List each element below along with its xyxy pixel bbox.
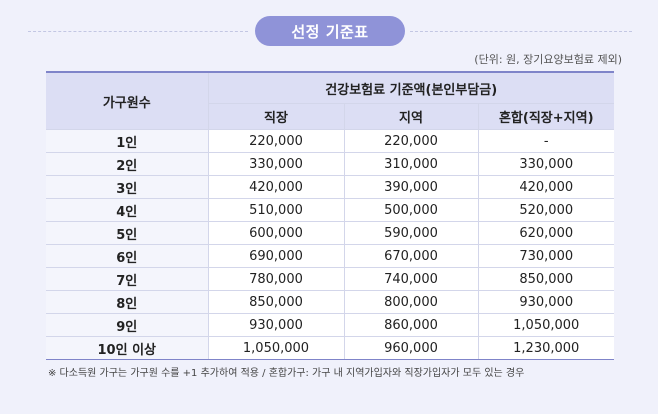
table-row: 10인 이상 1,050,000 960,000 1,230,000 — [46, 336, 614, 360]
title-divider-left — [28, 31, 248, 32]
household-size-cell: 9인 — [46, 313, 209, 337]
mixed-value-cell: 520,000 — [478, 198, 614, 222]
regional-value-cell: 590,000 — [344, 221, 479, 245]
household-size-cell: 1인 — [46, 129, 209, 153]
mixed-value-cell: 330,000 — [478, 152, 614, 176]
title-divider-right — [410, 31, 632, 32]
unit-note: (단위: 원, 장기요양보험료 제외) — [474, 53, 622, 66]
table-row: 3인 420,000 390,000 420,000 — [46, 175, 614, 199]
column-header-workplace: 직장 — [208, 103, 345, 130]
table-row: 6인 690,000 670,000 730,000 — [46, 244, 614, 268]
workplace-value-cell: 420,000 — [208, 175, 345, 199]
criteria-table: 가구원수 건강보험료 기준액(본인부담금) 직장 지역 혼합(직장+지역) 1인… — [46, 71, 614, 360]
regional-value-cell: 310,000 — [344, 152, 479, 176]
workplace-value-cell: 780,000 — [208, 267, 345, 291]
section-title-badge: 선정 기준표 — [255, 16, 405, 46]
column-header-regional: 지역 — [344, 103, 479, 130]
mixed-value-cell: 1,230,000 — [478, 336, 614, 360]
workplace-value-cell: 220,000 — [208, 129, 345, 153]
regional-value-cell: 220,000 — [344, 129, 479, 153]
mixed-value-cell: 1,050,000 — [478, 313, 614, 337]
workplace-value-cell: 1,050,000 — [208, 336, 345, 360]
workplace-value-cell: 930,000 — [208, 313, 345, 337]
table-row: 1인 220,000 220,000- — [46, 129, 614, 153]
regional-value-cell: 670,000 — [344, 244, 479, 268]
household-size-cell: 5인 — [46, 221, 209, 245]
workplace-value-cell: 600,000 — [208, 221, 345, 245]
table-row: 8인 850,000 800,000 930,000 — [46, 290, 614, 314]
workplace-value-cell: 850,000 — [208, 290, 345, 314]
section-title: 선정 기준표 — [291, 22, 369, 41]
household-size-cell: 4인 — [46, 198, 209, 222]
premium-group-header: 건강보험료 기준액(본인부담금) — [208, 72, 614, 104]
table-row: 2인 330,000 310,000 330,000 — [46, 152, 614, 176]
regional-value-cell: 800,000 — [344, 290, 479, 314]
workplace-value-cell: 330,000 — [208, 152, 345, 176]
household-size-cell: 2인 — [46, 152, 209, 176]
household-size-cell: 3인 — [46, 175, 209, 199]
regional-value-cell: 740,000 — [344, 267, 479, 291]
household-size-cell: 6인 — [46, 244, 209, 268]
household-size-cell: 8인 — [46, 290, 209, 314]
mixed-value-cell: 850,000 — [478, 267, 614, 291]
footnote: ※ 다소득원 가구는 가구원 수를 +1 추가하여 적용 / 혼합가구: 가구 … — [48, 368, 525, 379]
workplace-value-cell: 510,000 — [208, 198, 345, 222]
mixed-value-cell: 420,000 — [478, 175, 614, 199]
household-size-cell: 10인 이상 — [46, 336, 209, 360]
mixed-value-cell: - — [478, 129, 614, 153]
table-body: 1인 220,000 220,000-2인 330,000 310,000 330,000… — [46, 129, 614, 360]
table-row: 9인 930,000 860,000 1,050,000 — [46, 313, 614, 337]
regional-value-cell: 860,000 — [344, 313, 479, 337]
mixed-value-cell: 620,000 — [478, 221, 614, 245]
regional-value-cell: 500,000 — [344, 198, 479, 222]
mixed-value-cell: 730,000 — [478, 244, 614, 268]
regional-value-cell: 390,000 — [344, 175, 479, 199]
column-header-mixed: 혼합(직장+지역) — [478, 103, 614, 130]
regional-value-cell: 960,000 — [344, 336, 479, 360]
household-size-header: 가구원수 — [46, 72, 209, 130]
household-size-cell: 7인 — [46, 267, 209, 291]
table-row: 5인 600,000 590,000 620,000 — [46, 221, 614, 245]
table-row: 7인 780,000 740,000 850,000 — [46, 267, 614, 291]
table-row: 4인 510,000 500,000 520,000 — [46, 198, 614, 222]
mixed-value-cell: 930,000 — [478, 290, 614, 314]
workplace-value-cell: 690,000 — [208, 244, 345, 268]
